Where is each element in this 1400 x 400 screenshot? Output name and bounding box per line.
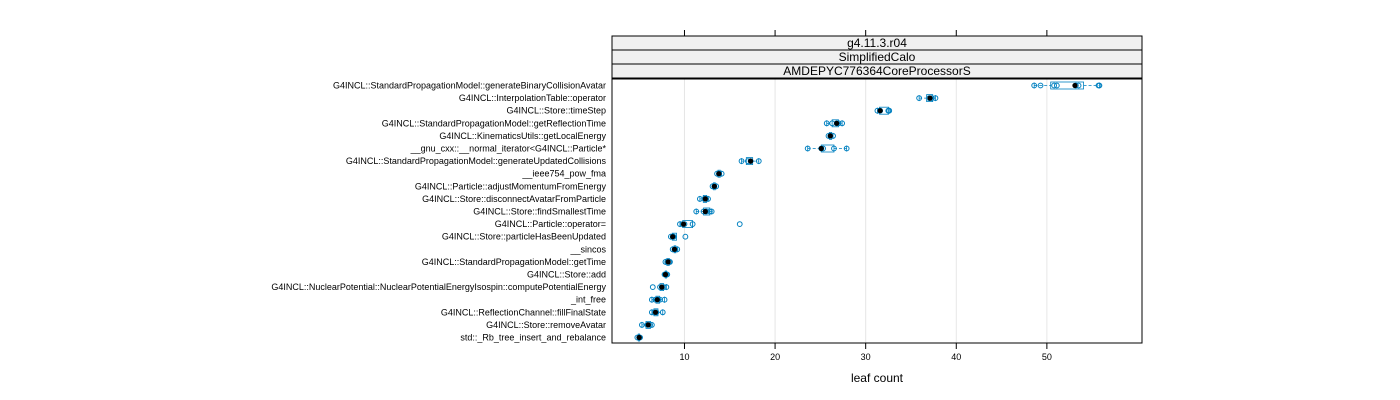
data-point: [648, 296, 655, 303]
category-label: G4INCL::Store::add: [527, 270, 606, 280]
data-point: [708, 208, 715, 215]
category-label: G4INCL::NuclearPotential::NuclearPotenti…: [271, 282, 606, 292]
median-dot: [670, 234, 676, 240]
category-label: G4INCL::StandardPropagationModel::getRef…: [382, 118, 606, 128]
data-point: [843, 145, 850, 152]
median-dot: [665, 259, 671, 265]
category-label: G4INCL::Particle::operator=: [495, 219, 606, 229]
x-tick-label: 50: [1042, 352, 1052, 362]
category-label: G4INCL::InterpolationTable::operator: [459, 93, 606, 103]
x-tick-label: 20: [770, 352, 780, 362]
median-dot: [702, 208, 708, 215]
category-label: G4INCL::StandardPropagationModel::getTim…: [422, 257, 606, 267]
median-dot: [818, 145, 824, 152]
data-point: [831, 145, 837, 152]
data-series: [634, 81, 1103, 342]
category-label: G4INCL::Store::timeStep: [506, 106, 606, 116]
data-point: [693, 208, 700, 215]
data-point: [1031, 82, 1038, 89]
median-dot: [711, 183, 717, 189]
median-dot: [654, 297, 660, 303]
data-point: [886, 107, 893, 114]
median-dot: [662, 271, 669, 278]
data-point: [638, 322, 645, 328]
median-dot: [645, 322, 651, 328]
median-dot: [834, 120, 840, 126]
category-label: _int_free: [570, 295, 606, 305]
strip-label: AMDEPYC776364CoreProcessorS: [783, 64, 970, 78]
plot-frame: [611, 78, 1143, 344]
median-dot: [877, 108, 883, 114]
category-label: G4INCL::Store::removeAvatar: [486, 320, 606, 330]
median-dot: [927, 95, 933, 101]
data-point: [932, 95, 939, 101]
data-point: [1051, 82, 1058, 89]
median-dot: [659, 284, 665, 290]
data-point: [661, 296, 668, 303]
category-label: G4INCL::ReflectionChannel::fillFinalStat…: [441, 307, 606, 317]
data-point: [738, 158, 745, 165]
data-point: [736, 221, 743, 228]
category-label: G4INCL::StandardPropagationModel::genera…: [346, 156, 607, 166]
data-point: [823, 120, 830, 127]
data-point: [804, 145, 811, 152]
data-point: [659, 309, 666, 316]
category-label: __gnu_cxx::__normal_iterator<G4INCL::Par…: [410, 144, 607, 154]
category-label: __sincos: [569, 244, 606, 254]
data-point: [916, 95, 923, 101]
data-point: [755, 158, 762, 165]
median-dot: [827, 133, 833, 139]
grid-lines: [683, 79, 1048, 343]
category-label: G4INCL::Particle::adjustMomentumFromEner…: [415, 181, 607, 191]
strip-label: g4.11.3.r04: [847, 36, 907, 50]
data-point: [649, 284, 656, 291]
x-tick-label: 10: [679, 352, 689, 362]
data-point: [839, 120, 846, 127]
data-point: [1037, 82, 1044, 89]
strips: g4.11.3.r04SimplifiedCaloAMDEPYC776364Co…: [611, 35, 1143, 79]
category-label: G4INCL::Store::findSmallestTime: [473, 207, 606, 217]
data-point: [689, 221, 696, 228]
category-label: G4INCL::KinematicsUtils::getLocalEnergy: [439, 131, 606, 141]
median-dot: [716, 171, 722, 177]
category-label: G4INCL::StandardPropagationModel::genera…: [333, 81, 606, 91]
data-point: [1096, 82, 1103, 89]
x-axis-title: leaf count: [851, 371, 904, 385]
median-dot: [702, 196, 708, 202]
category-label: G4INCL::Store::particleHasBeenUpdated: [442, 232, 606, 242]
median-dot: [748, 158, 754, 164]
plot-area-background: [612, 79, 1142, 343]
category-label: G4INCL::Store::disconnectAvatarFromParti…: [422, 194, 606, 204]
x-tick-label: 30: [861, 352, 871, 362]
median-dot: [680, 221, 687, 227]
median-dot: [636, 334, 642, 341]
strip-label: SimplifiedCalo: [839, 50, 916, 64]
x-tick-label: 40: [951, 352, 961, 362]
data-point: [1053, 82, 1060, 89]
category-label: __ieee754_pow_fma: [521, 169, 606, 179]
category-labels: G4INCL::StandardPropagationModel::genera…: [271, 81, 606, 343]
median-dot: [671, 246, 678, 252]
box: [1050, 81, 1084, 90]
median-dot: [652, 309, 659, 315]
strip-box: [611, 63, 1143, 79]
median-dot: [1072, 82, 1078, 89]
category-label: std::_Rb_tree_insert_and_rebalance: [460, 333, 606, 343]
data-point: [682, 233, 689, 240]
x-axis-ticks: 10 20 30 40 50: [679, 30, 1052, 362]
